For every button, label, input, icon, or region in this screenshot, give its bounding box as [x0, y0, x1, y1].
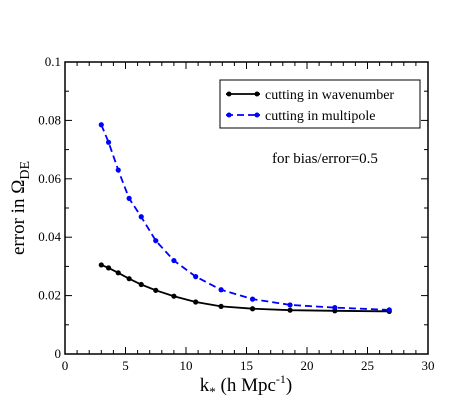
data-point — [98, 262, 104, 268]
data-point — [249, 306, 256, 312]
data-point — [98, 122, 104, 128]
x-tick-label: 15 — [240, 358, 253, 373]
data-point — [126, 195, 132, 201]
legend: cutting in wavenumber cutting in multipo… — [219, 79, 421, 129]
y-axis-label-sub: DE — [18, 161, 33, 180]
legend-marker-wavenumber — [254, 91, 260, 97]
data-point — [287, 307, 293, 313]
data-point — [153, 238, 159, 244]
data-point — [249, 296, 256, 302]
series-wavenumber — [98, 262, 392, 314]
data-point — [218, 287, 224, 293]
data-point — [193, 274, 199, 280]
legend-marker-multipole — [226, 112, 232, 118]
x-tick-label: 0 — [62, 358, 69, 373]
y-tick-label: 0.08 — [38, 112, 61, 127]
y-tick-label: 0.1 — [45, 54, 61, 69]
y-axis-label-main: error in Ω — [8, 180, 29, 255]
legend-box — [219, 79, 421, 129]
x-axis-label: k* (h Mpc-1) — [200, 372, 292, 399]
data-point — [386, 307, 392, 313]
series-layer — [98, 122, 392, 314]
x-tick-label: 20 — [301, 358, 314, 373]
data-point — [105, 265, 112, 271]
x-axis-label-exp: -1 — [276, 372, 286, 386]
legend-label-multipole: cutting in multipole — [265, 109, 375, 124]
data-point — [171, 293, 177, 299]
data-point — [115, 167, 121, 173]
data-point — [218, 303, 224, 310]
x-tick-label: 10 — [180, 358, 193, 373]
x-axis-label-close: ) — [286, 375, 292, 396]
y-tick-label: 0 — [55, 346, 62, 361]
x-axis-label-units: (h Mpc — [216, 375, 276, 396]
x-tick-label: 5 — [122, 358, 129, 373]
data-point — [332, 304, 338, 311]
data-point — [126, 276, 132, 282]
series-line — [100, 264, 390, 313]
y-tick-label: 0.06 — [38, 171, 61, 186]
data-point — [138, 281, 144, 288]
data-point — [115, 270, 121, 276]
legend-marker-multipole — [254, 112, 260, 118]
x-tick-label: 25 — [361, 358, 374, 373]
x-axis-label-sub: * — [209, 384, 216, 399]
data-point — [193, 299, 199, 305]
x-tick-label: 30 — [422, 358, 435, 373]
legend-marker-wavenumber — [226, 91, 232, 97]
legend-label-wavenumber: cutting in wavenumber — [265, 88, 394, 103]
y-tick-label: 0.04 — [38, 229, 61, 244]
series-multipole — [98, 122, 392, 313]
data-point — [153, 287, 159, 293]
y-tick-label: 0.02 — [38, 288, 61, 303]
data-point — [138, 214, 144, 220]
annotation: for bias/error=0.5 — [272, 151, 378, 167]
data-point — [105, 139, 112, 145]
data-point — [171, 257, 177, 264]
x-axis-label-main: k — [200, 375, 210, 396]
axis-ticks — [64, 61, 429, 355]
y-axis-label: error in ΩDE — [8, 161, 33, 255]
axis-tick-labels: 0 5 10 15 20 25 30 0 0.02 0.04 0.06 0.08 0.1 — [38, 54, 434, 373]
data-point — [287, 302, 293, 308]
